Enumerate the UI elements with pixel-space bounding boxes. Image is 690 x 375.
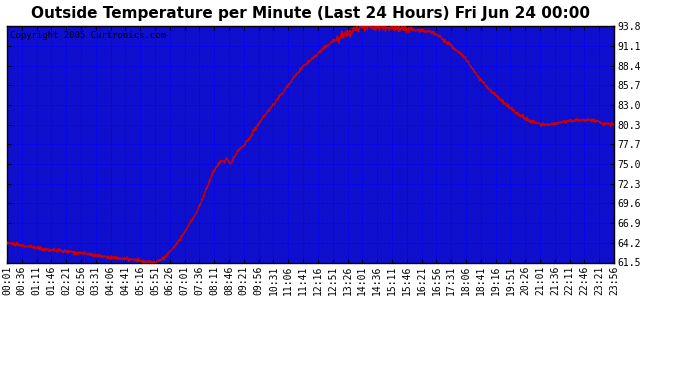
Text: Copyright 2005 Curtronics.com: Copyright 2005 Curtronics.com xyxy=(10,31,166,40)
Text: Outside Temperature per Minute (Last 24 Hours) Fri Jun 24 00:00: Outside Temperature per Minute (Last 24 … xyxy=(31,6,590,21)
